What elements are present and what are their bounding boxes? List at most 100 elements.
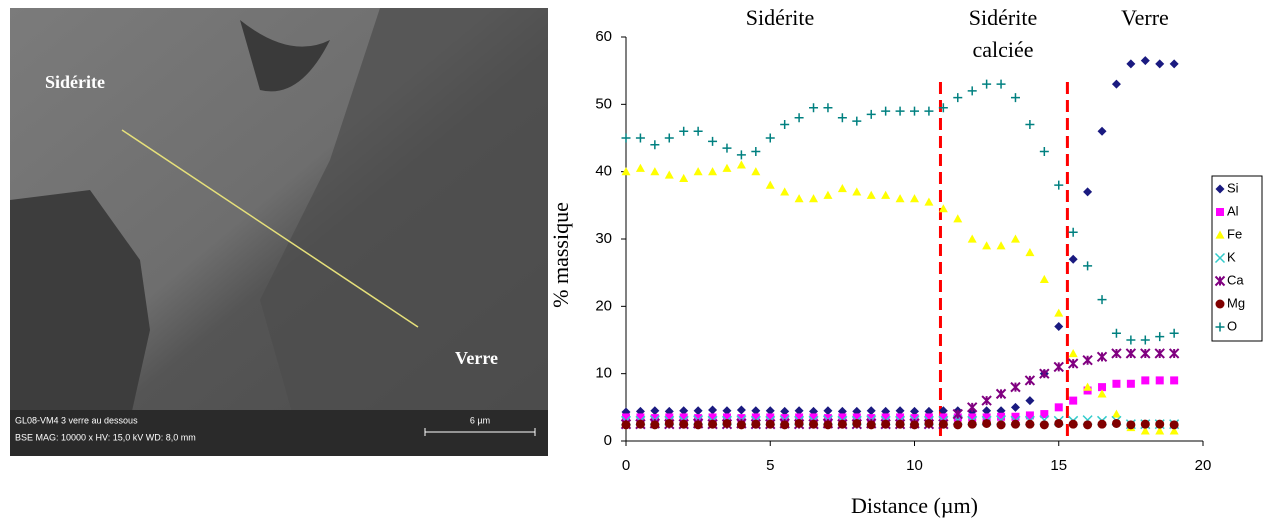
point: [650, 406, 660, 416]
point: [910, 194, 919, 203]
point: [693, 167, 703, 176]
point: [1141, 376, 1150, 385]
point: [751, 167, 761, 176]
point: [866, 190, 876, 199]
point: [765, 133, 775, 143]
point: [1068, 254, 1078, 264]
y-tick-label: 10: [595, 365, 612, 382]
legend-label: Mg: [1227, 295, 1245, 310]
series: [622, 376, 1179, 423]
point: [967, 419, 977, 429]
point: [621, 167, 631, 176]
pit: [240, 20, 330, 92]
point: [924, 418, 934, 428]
point: [621, 133, 631, 143]
legend-label: Fe: [1227, 226, 1242, 241]
point: [794, 406, 804, 416]
point: [924, 106, 934, 116]
point: [996, 241, 1006, 250]
point: [895, 106, 905, 116]
y-tick-label: 0: [604, 432, 612, 449]
legend-marker: [1214, 252, 1226, 264]
point: [664, 133, 674, 143]
point: [1053, 361, 1064, 373]
point: [1155, 376, 1164, 385]
legend-marker: [1215, 230, 1225, 239]
point: [895, 194, 905, 203]
point: [823, 420, 833, 430]
point: [1083, 420, 1093, 430]
series: [621, 79, 1179, 345]
y-axis-title: % massique: [548, 202, 573, 308]
point: [823, 190, 833, 199]
point: [1140, 56, 1150, 66]
point: [895, 406, 905, 416]
point: [1039, 146, 1049, 156]
point: [1039, 368, 1050, 379]
y-tick-label: 20: [595, 297, 612, 314]
legend-label: Si: [1227, 180, 1239, 195]
legend-marker: [1214, 275, 1226, 287]
point: [809, 194, 819, 203]
point: [722, 406, 732, 416]
point: [679, 419, 689, 429]
point: [1025, 411, 1034, 420]
profile-line: [121, 129, 419, 328]
info-bar: [10, 410, 548, 456]
point: [1168, 348, 1180, 359]
point: [1154, 348, 1165, 359]
point: [650, 414, 659, 423]
point: [953, 93, 963, 103]
point: [635, 419, 645, 429]
point: [881, 190, 891, 199]
point: [995, 388, 1007, 400]
point: [823, 406, 833, 416]
point: [1082, 354, 1093, 366]
point: [910, 420, 919, 430]
point: [636, 413, 645, 422]
point: [780, 406, 790, 416]
point: [751, 406, 761, 416]
point: [1083, 187, 1093, 197]
scale-bar: [424, 428, 536, 436]
point: [751, 146, 761, 156]
point: [1097, 295, 1107, 305]
legend-label: Ca: [1227, 272, 1244, 287]
point: [694, 414, 703, 423]
point: [1111, 348, 1122, 359]
point: [650, 140, 660, 150]
point: [708, 405, 718, 415]
scale-label: 6 µm: [470, 415, 490, 425]
point: [823, 414, 832, 423]
sem-image: Sidérite Verre GL08-VM4 3 verre au desso…: [10, 8, 548, 456]
point: [766, 413, 775, 422]
x-tick-label: 10: [906, 457, 923, 474]
point: [1096, 351, 1108, 363]
point: [982, 241, 992, 250]
point: [1098, 383, 1107, 392]
point: [910, 106, 919, 116]
point: [1140, 419, 1150, 429]
point: [895, 419, 905, 429]
point: [982, 418, 992, 428]
point: [736, 150, 746, 160]
point: [881, 413, 890, 422]
point: [896, 413, 905, 422]
point: [938, 406, 948, 416]
y-tick-label: 50: [595, 95, 612, 112]
point: [837, 184, 847, 193]
point: [1111, 409, 1121, 418]
point: [1155, 59, 1165, 69]
point: [968, 413, 977, 422]
series: [621, 160, 1179, 435]
point: [1170, 376, 1179, 385]
annotation: calciée: [972, 37, 1033, 62]
point: [966, 402, 978, 413]
point: [722, 413, 731, 422]
point: [837, 419, 847, 429]
point: [693, 126, 703, 136]
point: [736, 420, 746, 430]
point: [1097, 419, 1107, 429]
legend-label: K: [1227, 249, 1236, 264]
